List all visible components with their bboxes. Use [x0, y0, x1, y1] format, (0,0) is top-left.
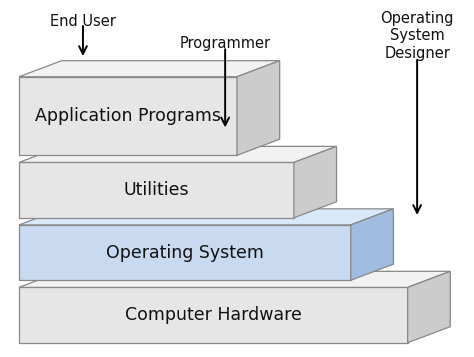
Text: Operating System: Operating System [106, 243, 264, 262]
Bar [19, 287, 408, 343]
Text: End User: End User [50, 14, 116, 29]
Polygon shape [19, 209, 393, 225]
Polygon shape [19, 271, 450, 287]
Polygon shape [351, 209, 393, 280]
Text: Utilities: Utilities [124, 181, 189, 199]
Polygon shape [19, 61, 280, 77]
Polygon shape [408, 271, 450, 343]
Text: Programmer: Programmer [180, 36, 271, 51]
Text: Operating
System
Designer: Operating System Designer [380, 11, 454, 60]
Text: Application Programs: Application Programs [35, 107, 221, 125]
Bar [19, 77, 237, 155]
Polygon shape [19, 146, 337, 162]
Bar [19, 225, 351, 280]
Text: Computer Hardware: Computer Hardware [125, 306, 302, 324]
Bar [19, 162, 294, 218]
Polygon shape [237, 61, 280, 155]
Polygon shape [294, 146, 337, 218]
